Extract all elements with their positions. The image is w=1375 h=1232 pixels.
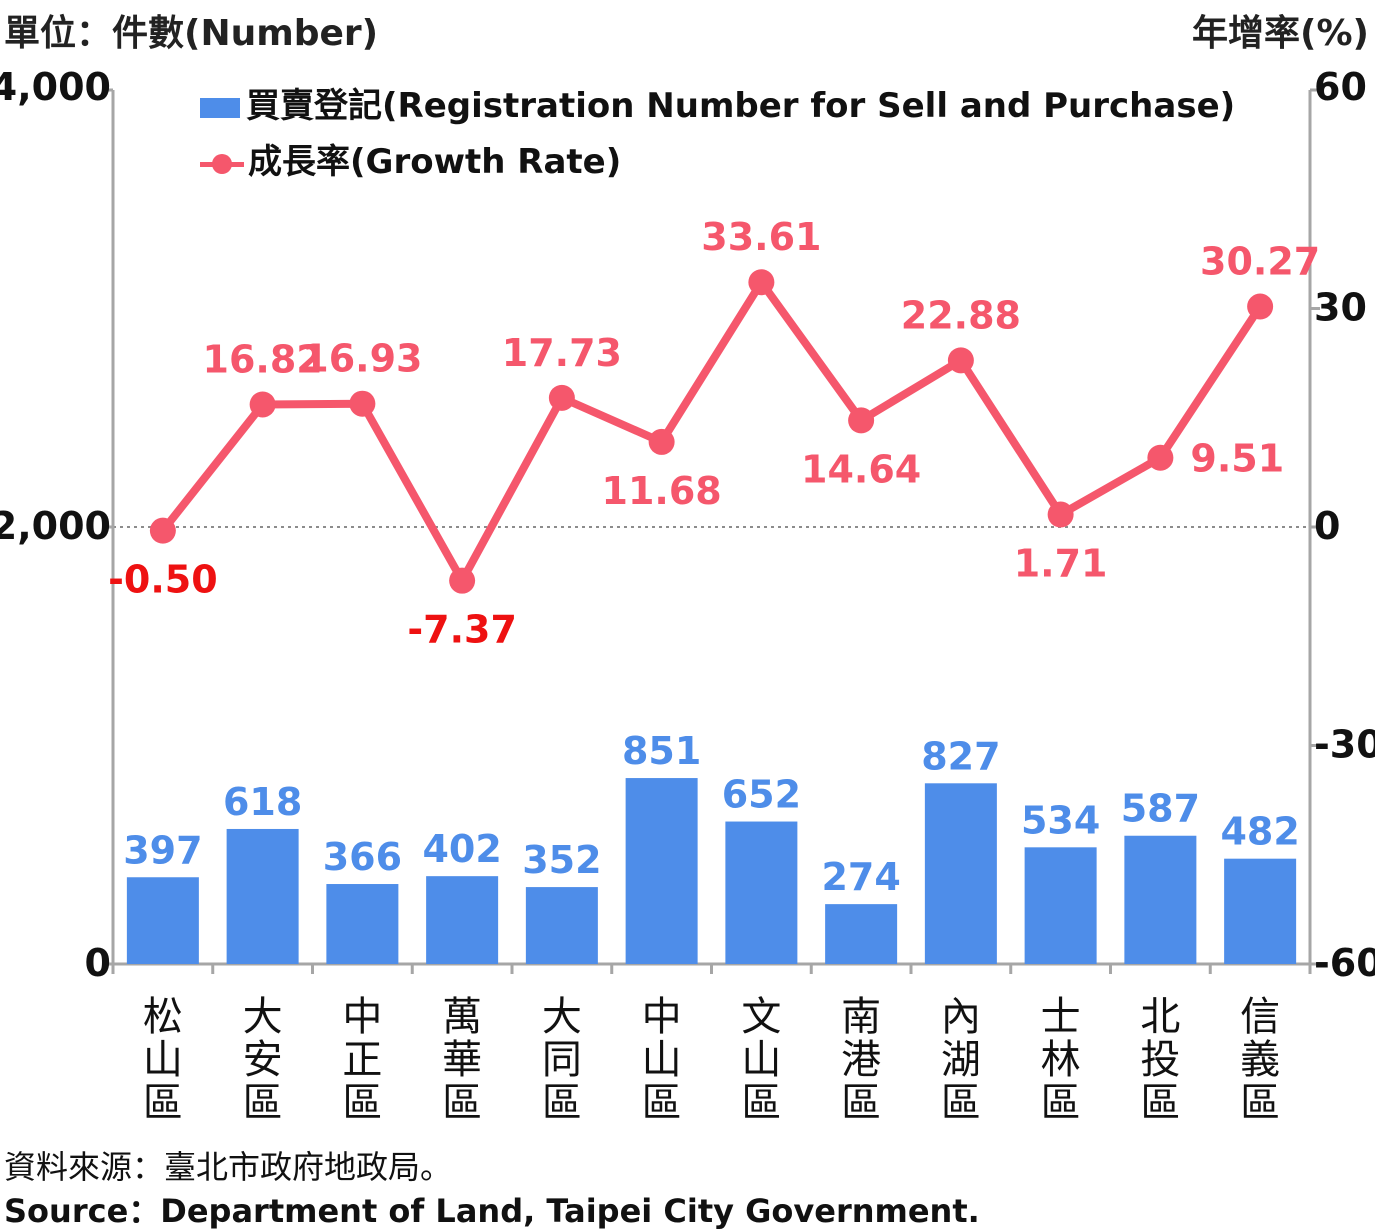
growth-value-label: 1.71: [1014, 542, 1108, 586]
growth-value-label: 9.51: [1190, 437, 1284, 481]
bar: [924, 783, 997, 964]
legend-bar-label: 買賣登記(Registration Number for Sell and Pu…: [246, 86, 1236, 126]
bar-value-label: 851: [622, 729, 701, 773]
growth-point: [449, 567, 476, 594]
source-note-chinese: 資料來源：臺北市政府地政局。: [4, 1148, 453, 1186]
category-label: 中正區: [342, 994, 382, 1126]
bar-value-label: 587: [1121, 787, 1200, 831]
legend-bar-swatch: [200, 97, 240, 118]
growth-value-label: -0.50: [108, 558, 218, 602]
category-label: 大安區: [243, 994, 283, 1126]
category-label: 大同區: [542, 994, 582, 1126]
bar-value-label: 397: [123, 828, 202, 872]
left-axis-unit: 單位：件數(Number): [4, 13, 379, 54]
source-note-english: Source：Department of Land, Taipei City G…: [4, 1192, 980, 1230]
growth-line: [159, 278, 1264, 585]
left-tick-label: 4,000: [0, 65, 111, 109]
growth-value-label: 16.93: [302, 337, 422, 381]
bar-value-label: 402: [422, 827, 501, 871]
left-tick-label: 2,000: [0, 504, 111, 548]
growth-point: [648, 428, 675, 455]
right-tick-label: 0: [1314, 504, 1340, 548]
bar: [1224, 858, 1297, 964]
bar: [825, 904, 898, 964]
bar-value-label: 827: [921, 734, 1000, 778]
legend-line-label: 成長率(Growth Rate): [248, 142, 622, 182]
bar: [725, 821, 798, 964]
category-label: 中山區: [642, 994, 682, 1126]
right-tick-label: -60: [1314, 941, 1375, 985]
right-tick-label: 60: [1314, 65, 1367, 109]
growth-point: [1047, 501, 1074, 528]
category-label: 士林區: [1041, 994, 1081, 1126]
bar: [126, 877, 199, 964]
category-label: 南港區: [841, 994, 881, 1126]
right-axis-unit: 年增率(%): [1192, 13, 1369, 54]
bar: [1024, 847, 1097, 964]
growth-value-label: 22.88: [901, 293, 1021, 337]
growth-point: [1247, 293, 1274, 320]
bar: [426, 876, 499, 964]
growth-point: [548, 384, 575, 411]
growth-value-label: 14.64: [801, 447, 921, 491]
legend-line-entry: 成長率(Growth Rate): [200, 134, 621, 183]
legend-line-marker: [200, 153, 244, 174]
growth-point: [249, 391, 276, 418]
bar: [525, 887, 598, 964]
growth-point: [947, 347, 974, 374]
growth-value-label: 17.73: [502, 331, 622, 375]
bar-value-label: 618: [223, 780, 302, 824]
bar: [1124, 835, 1197, 964]
category-label: 文山區: [741, 994, 781, 1126]
bar-value-label: 652: [722, 773, 801, 817]
category-label: 信義區: [1240, 994, 1280, 1126]
growth-point: [349, 390, 376, 417]
growth-point: [848, 407, 875, 434]
growth-point: [149, 517, 176, 544]
growth-value-label: 11.68: [602, 469, 722, 513]
category-label: 內湖區: [941, 994, 981, 1126]
left-tick-label: 0: [85, 941, 111, 985]
bar: [625, 778, 698, 964]
bar-value-label: 482: [1220, 810, 1299, 854]
legend-bar-entry: 買賣登記(Registration Number for Sell and Pu…: [200, 78, 1235, 127]
category-label: 松山區: [143, 994, 183, 1126]
bar-value-label: 534: [1021, 798, 1100, 842]
bar-value-label: 274: [821, 855, 900, 899]
right-tick-label: -30: [1314, 723, 1375, 767]
growth-value-label: 30.27: [1200, 240, 1320, 284]
growth-value-label: -7.37: [407, 608, 517, 652]
bar-value-label: 352: [522, 838, 601, 882]
growth-value-label: 33.61: [701, 215, 821, 259]
growth-point: [748, 269, 775, 296]
growth-value-label: 16.82: [203, 337, 323, 381]
bar: [326, 884, 399, 964]
category-label: 北投區: [1140, 994, 1180, 1126]
bar: [226, 828, 299, 964]
growth-point: [1147, 444, 1174, 471]
category-label: 萬華區: [442, 994, 482, 1126]
bar-value-label: 366: [323, 835, 402, 879]
right-tick-label: 30: [1314, 286, 1367, 330]
